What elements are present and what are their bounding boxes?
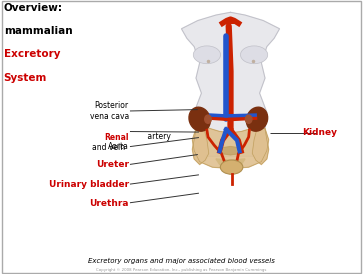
Text: Ureter: Ureter — [96, 160, 129, 169]
Text: Excretory organs and major associated blood vessels: Excretory organs and major associated bl… — [88, 258, 275, 264]
Text: Urinary bladder: Urinary bladder — [49, 181, 129, 189]
Ellipse shape — [193, 46, 221, 64]
Polygon shape — [216, 159, 245, 166]
Text: Posterior
vena cava: Posterior vena cava — [90, 101, 129, 121]
Polygon shape — [182, 12, 280, 156]
Text: Copyright © 2008 Pearson Education, Inc., publishing as Pearson Benjamin Cumming: Copyright © 2008 Pearson Education, Inc.… — [96, 268, 267, 272]
Ellipse shape — [205, 115, 211, 123]
Polygon shape — [192, 126, 209, 164]
Ellipse shape — [220, 160, 243, 174]
Ellipse shape — [189, 107, 210, 131]
Text: Excretory: Excretory — [4, 49, 60, 59]
Ellipse shape — [245, 115, 252, 123]
Text: mammalian: mammalian — [4, 26, 72, 36]
Text: Overview:: Overview: — [4, 3, 63, 13]
Text: Renal: Renal — [105, 133, 129, 142]
Text: artery: artery — [145, 132, 171, 141]
Text: and vein: and vein — [92, 143, 125, 152]
Text: Aorta: Aorta — [108, 142, 129, 151]
Text: Urethra: Urethra — [89, 199, 129, 208]
Polygon shape — [223, 19, 238, 23]
Text: System: System — [4, 73, 47, 82]
Text: Kidney: Kidney — [303, 129, 338, 137]
Polygon shape — [218, 147, 243, 155]
Ellipse shape — [240, 46, 268, 64]
Ellipse shape — [246, 107, 268, 131]
Polygon shape — [192, 126, 269, 169]
Polygon shape — [252, 126, 269, 164]
